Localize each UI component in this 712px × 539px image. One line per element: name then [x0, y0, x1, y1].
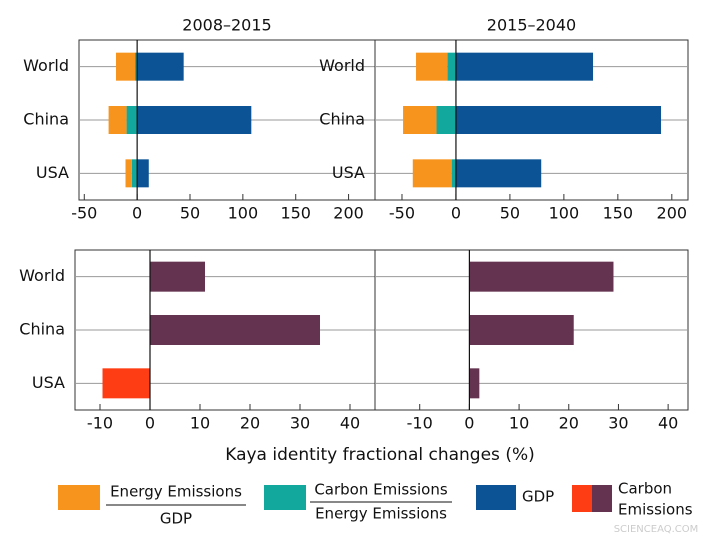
y-tick-label: World — [23, 56, 69, 75]
bar — [125, 159, 132, 188]
bar — [455, 106, 662, 134]
legend-label: Carbon — [618, 480, 672, 498]
x-tick-label: 20 — [240, 414, 260, 433]
legend-swatch — [476, 485, 516, 510]
legend-swatch — [58, 485, 100, 510]
legend-denominator: Energy Emissions — [315, 505, 447, 523]
bar — [436, 106, 456, 134]
bar — [137, 52, 184, 81]
bar — [469, 315, 574, 345]
x-tick-label: 0 — [145, 414, 155, 433]
watermark: SCIENCEAQ.COM — [614, 524, 699, 535]
legend-numerator: Energy Emissions — [110, 483, 242, 501]
bar — [451, 159, 456, 188]
x-tick-label: 0 — [132, 204, 142, 223]
bar — [150, 315, 320, 345]
x-tick-label: 10 — [190, 414, 210, 433]
y-tick-label: World — [319, 56, 365, 75]
bar — [108, 106, 127, 134]
x-tick-label: -10 — [407, 414, 433, 433]
y-tick-label: USA — [36, 163, 69, 182]
legend-swatch — [592, 485, 612, 512]
y-tick-label: China — [19, 320, 65, 339]
legend-swatch — [572, 485, 592, 512]
bar — [412, 159, 452, 188]
bar — [469, 261, 614, 292]
y-tick-label: China — [23, 110, 69, 129]
bar — [403, 106, 437, 134]
legend-numerator: Carbon Emissions — [314, 481, 448, 499]
x-tick-label: -50 — [71, 204, 97, 223]
bar — [455, 52, 594, 81]
x-tick-label: 30 — [290, 414, 310, 433]
bar — [116, 52, 136, 81]
x-tick-label: 0 — [464, 414, 474, 433]
x-tick-label: 0 — [451, 204, 461, 223]
bar — [137, 159, 149, 188]
x-tick-label: 10 — [509, 414, 529, 433]
x-tick-label: 100 — [549, 204, 580, 223]
x-tick-label: 40 — [658, 414, 678, 433]
bar — [135, 52, 138, 81]
x-tick-label: 150 — [280, 204, 311, 223]
x-tick-label: 20 — [559, 414, 579, 433]
bar — [102, 368, 150, 399]
x-tick-label: 100 — [228, 204, 259, 223]
x-tick-label: -10 — [87, 414, 113, 433]
x-tick-label: 150 — [603, 204, 634, 223]
legend-label: Emissions — [618, 501, 693, 519]
x-tick-label: 30 — [608, 414, 628, 433]
x-tick-label: 50 — [500, 204, 520, 223]
bar — [150, 261, 205, 292]
bar — [126, 106, 138, 134]
y-tick-label: China — [319, 110, 365, 129]
bar — [137, 106, 252, 134]
y-tick-label: USA — [332, 163, 365, 182]
bar — [131, 159, 138, 188]
x-tick-label: -50 — [389, 204, 415, 223]
legend-swatch — [264, 485, 306, 510]
y-tick-label: USA — [32, 373, 65, 392]
panel-title: 2015–2040 — [487, 16, 576, 35]
y-tick-label: World — [19, 266, 65, 285]
legend-denominator: GDP — [160, 510, 192, 528]
bar — [447, 52, 456, 81]
x-axis-label: Kaya identity fractional changes (%) — [225, 445, 535, 465]
bar — [416, 52, 448, 81]
x-tick-label: 200 — [657, 204, 688, 223]
x-tick-label: 40 — [340, 414, 360, 433]
bar — [469, 368, 480, 399]
x-tick-label: 200 — [333, 204, 364, 223]
panel-title: 2008–2015 — [182, 16, 271, 35]
legend-label: GDP — [522, 488, 554, 506]
x-tick-label: 50 — [180, 204, 200, 223]
bar — [455, 159, 542, 188]
